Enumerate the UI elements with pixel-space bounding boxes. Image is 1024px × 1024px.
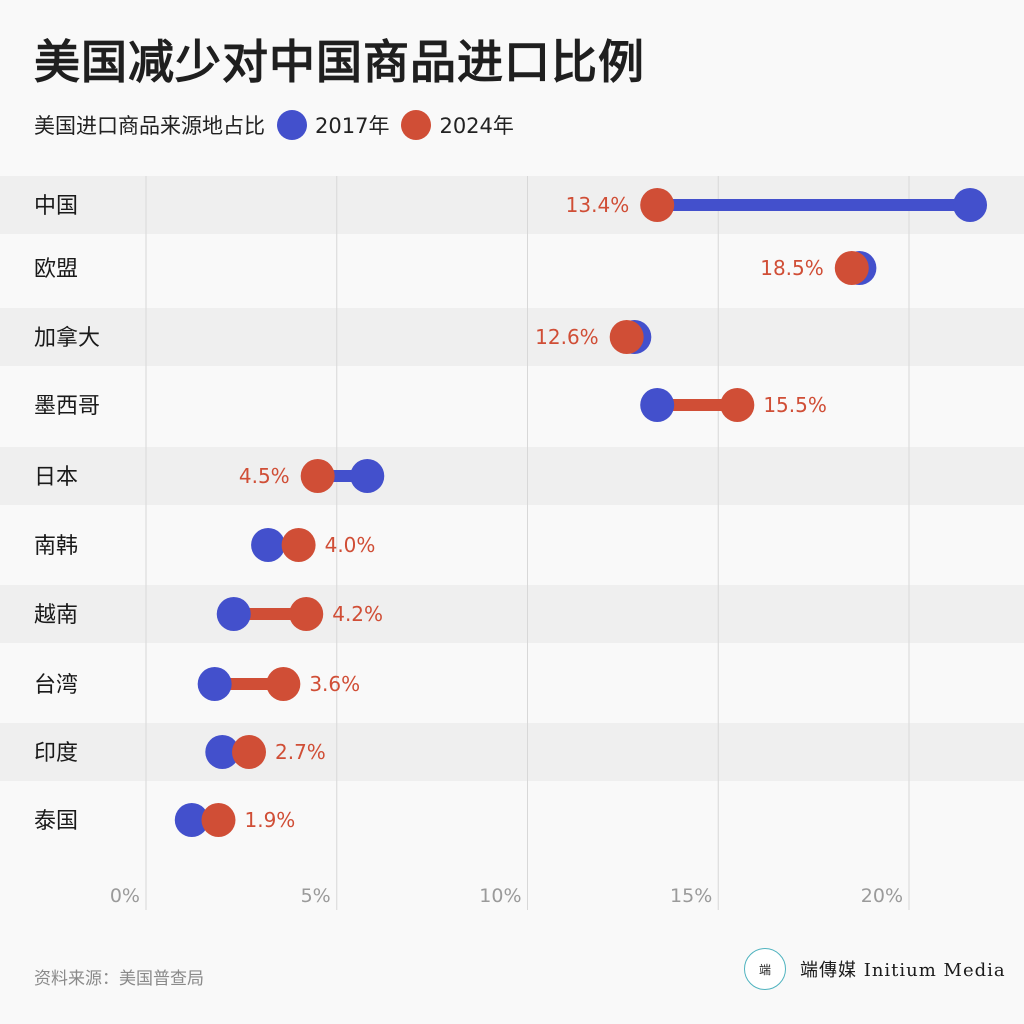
category-label: 欧盟 — [34, 257, 78, 282]
brand: 端 端傳媒 Initium Media — [744, 948, 1006, 990]
value-label-2024: 4.5% — [239, 464, 290, 488]
point-2024 — [609, 320, 644, 354]
row-band — [0, 585, 1024, 643]
x-tick-label: 10% — [479, 885, 521, 907]
point-2024 — [201, 803, 236, 837]
legend-label-2024: 2024年 — [439, 114, 514, 138]
category-label: 加拿大 — [34, 325, 100, 351]
point-2017 — [216, 597, 251, 631]
initium-logo-icon: 端 — [744, 948, 786, 990]
value-label-2024: 3.6% — [309, 672, 360, 696]
value-label-2024: 4.2% — [332, 602, 383, 626]
x-tick-label: 5% — [301, 885, 331, 907]
category-label: 南韩 — [34, 534, 78, 559]
category-label: 泰国 — [34, 809, 78, 834]
value-label-2024: 4.0% — [325, 533, 376, 557]
point-2024 — [232, 735, 267, 769]
point-2017 — [640, 388, 675, 422]
category-label: 印度 — [34, 741, 78, 766]
row-band — [0, 447, 1024, 505]
point-2017 — [174, 803, 209, 837]
point-2017 — [197, 667, 232, 701]
category-label: 日本 — [34, 465, 78, 490]
legend-label-2017: 2017年 — [315, 114, 390, 138]
legend-dot-2024 — [401, 110, 432, 140]
source-note: 资料来源：美国普查局 — [34, 969, 204, 989]
value-label-2024: 1.9% — [244, 808, 295, 832]
point-2024 — [300, 459, 335, 493]
x-tick-label: 20% — [861, 885, 903, 907]
point-2024 — [640, 188, 675, 222]
point-2017 — [205, 735, 240, 769]
point-2017 — [953, 188, 988, 222]
category-label: 中国 — [34, 194, 78, 219]
chart-title: 美国减少对中国商品进口比例 — [34, 35, 645, 89]
dumbbell-chart: 0% 5% 10% 15% 20% 中国 13.4% 欧盟 18.5% 加拿大 12.6% 墨西哥 15… — [0, 176, 1024, 910]
point-2024 — [289, 597, 324, 631]
category-label: 墨西哥 — [34, 394, 100, 419]
row-band — [0, 723, 1024, 781]
point-2017 — [251, 528, 286, 562]
value-label-2024: 13.4% — [566, 193, 630, 217]
category-label: 台湾 — [34, 673, 78, 698]
row-band — [0, 308, 1024, 366]
value-label-2024: 2.7% — [275, 740, 326, 764]
point-2024 — [266, 667, 301, 701]
point-2024 — [281, 528, 316, 562]
x-tick-label: 0% — [110, 885, 140, 907]
legend-dot-2017 — [277, 110, 307, 140]
value-label-2024: 12.6% — [535, 325, 599, 349]
value-label-2024: 18.5% — [760, 256, 824, 280]
point-2017 — [350, 459, 385, 493]
point-2024 — [720, 388, 755, 422]
legend-label: 美国进口商品来源地占比 — [34, 114, 265, 138]
category-label: 越南 — [34, 603, 78, 628]
value-label-2024: 15.5% — [763, 393, 827, 417]
legend: 美国进口商品来源地占比 2017年 2024年 — [34, 108, 514, 142]
x-tick-label: 15% — [670, 885, 712, 907]
brand-name: 端傳媒 Initium Media — [800, 960, 1006, 981]
point-2024 — [834, 251, 869, 285]
